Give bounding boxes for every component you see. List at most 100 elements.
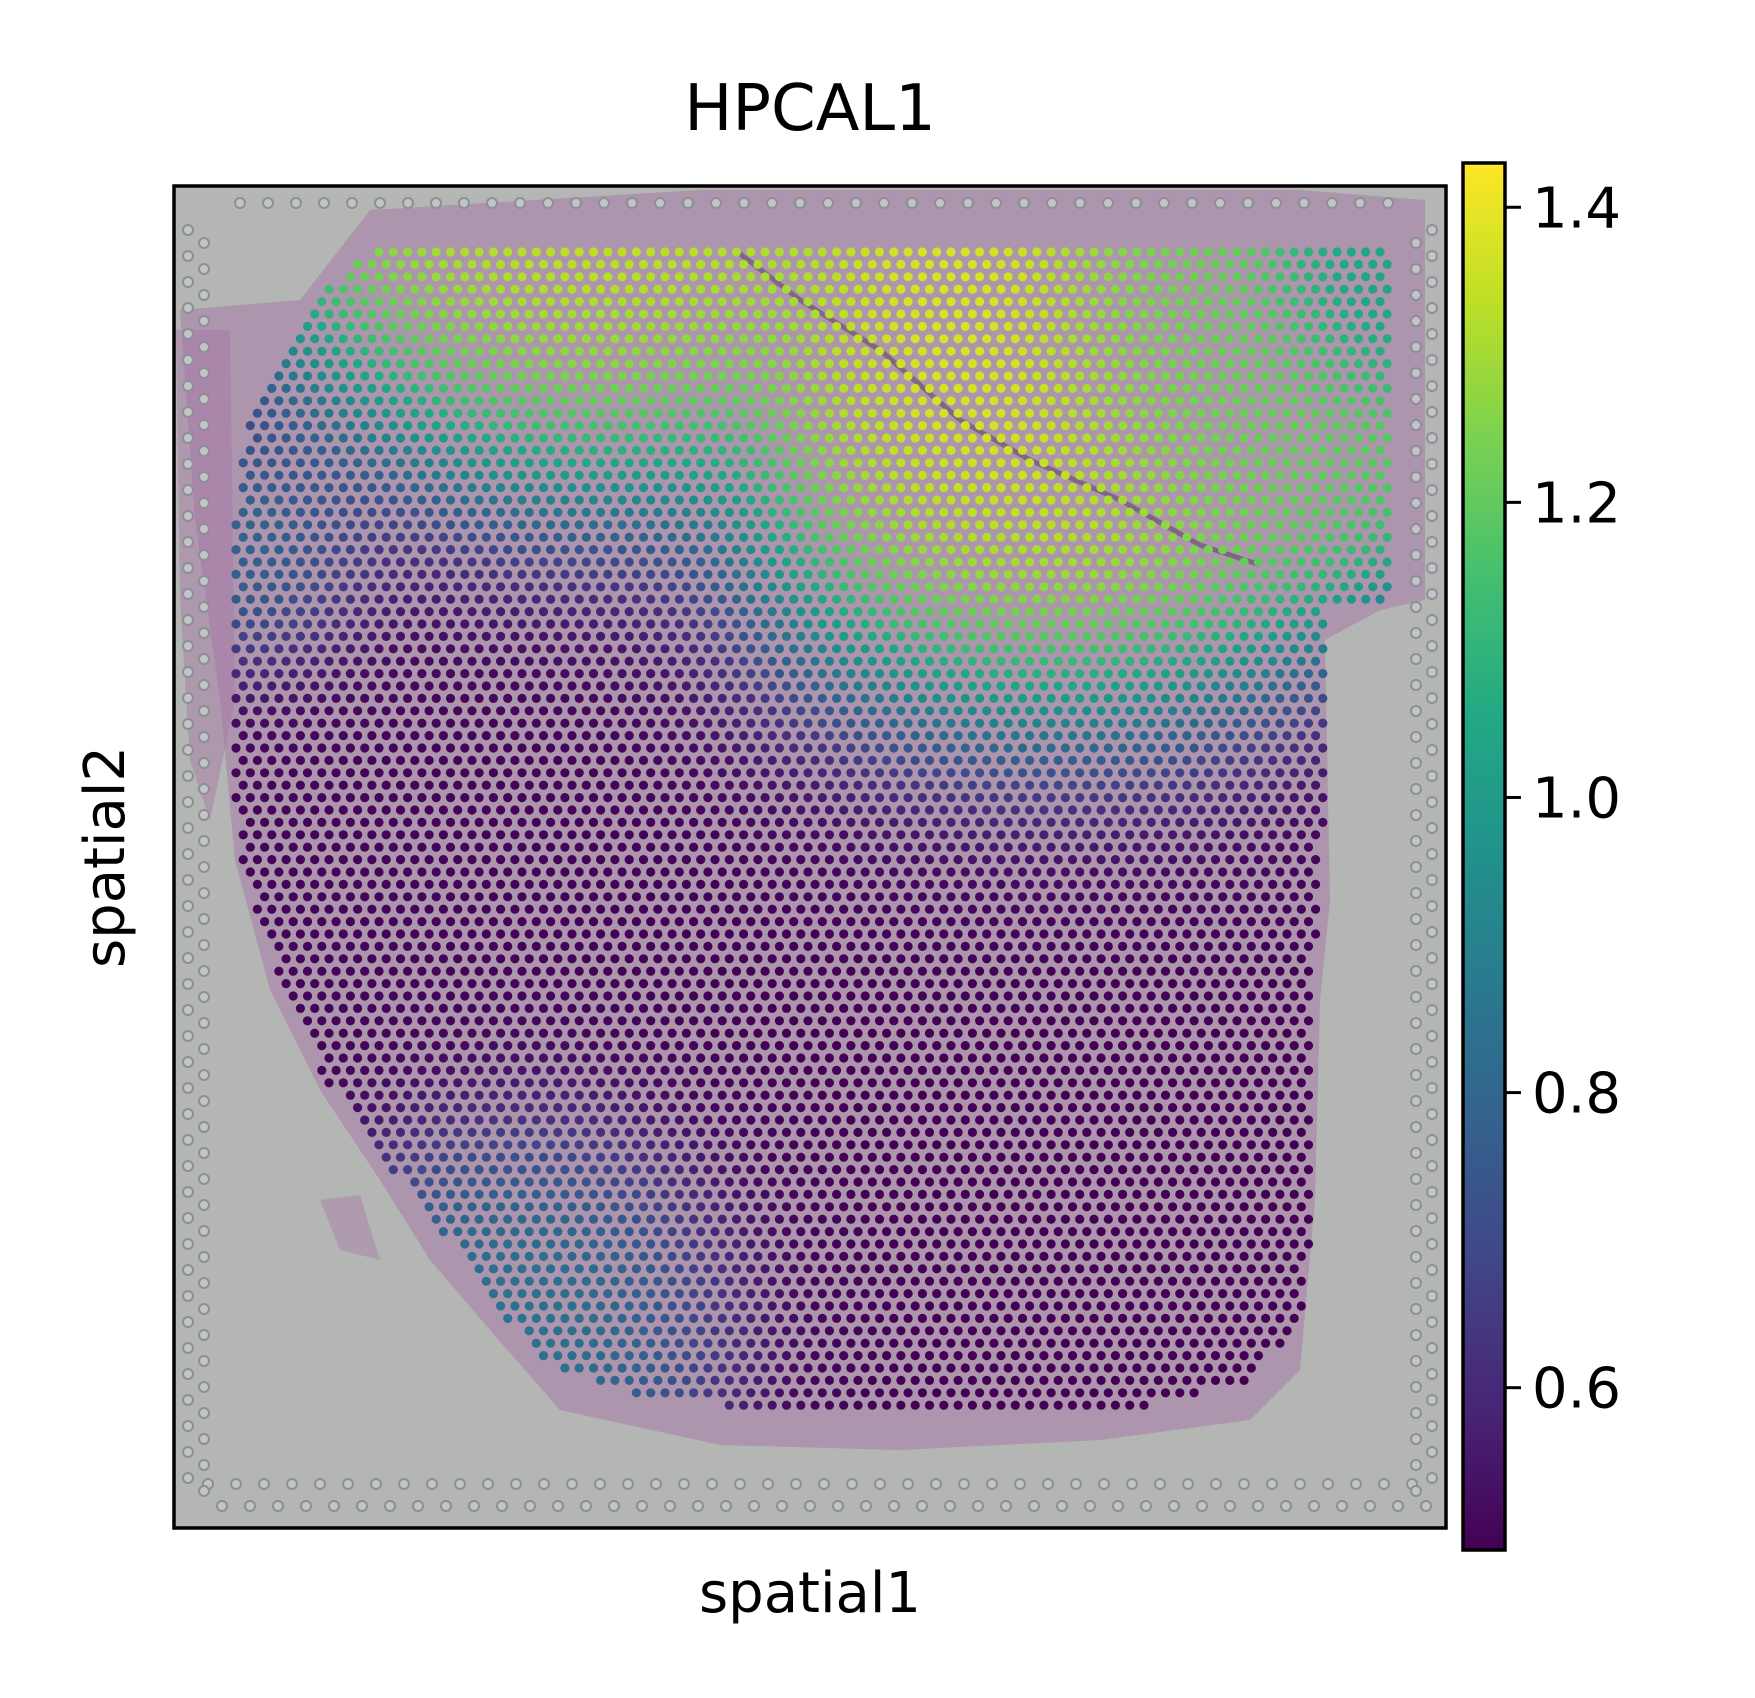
expression-spot	[1189, 569, 1199, 580]
expression-spot	[538, 607, 549, 617]
fiducial-marker	[902, 1478, 914, 1490]
expression-spot	[1210, 532, 1221, 542]
expression-spot	[760, 371, 770, 381]
expression-spot	[810, 979, 820, 989]
expression-spot	[960, 470, 970, 480]
expression-spot	[1046, 520, 1056, 530]
expression-spot	[238, 656, 248, 666]
fiducial-marker	[1410, 1251, 1422, 1263]
expression-spot	[274, 917, 284, 927]
expression-spot	[796, 656, 806, 666]
expression-spot	[1289, 867, 1299, 877]
expression-spot	[388, 693, 398, 704]
expression-spot	[1246, 569, 1256, 580]
fiducial-marker	[198, 887, 210, 899]
expression-spot	[717, 793, 727, 803]
expression-spot	[731, 247, 742, 257]
expression-spot	[1017, 445, 1028, 455]
expression-spot	[531, 594, 541, 604]
expression-spot	[624, 954, 634, 964]
fiducial-marker	[198, 757, 210, 769]
expression-spot	[631, 495, 642, 505]
expression-spot	[596, 631, 606, 642]
expression-spot	[1353, 557, 1364, 567]
expression-spot	[1203, 569, 1213, 580]
expression-spot	[1325, 359, 1335, 369]
expression-spot	[946, 371, 956, 381]
expression-spot	[417, 470, 427, 480]
expression-spot	[424, 483, 434, 493]
expression-spot	[1125, 929, 1135, 939]
expression-spot	[796, 483, 806, 493]
expression-spot	[1239, 631, 1249, 642]
expression-spot	[1275, 842, 1285, 852]
expression-spot	[453, 755, 463, 766]
expression-spot	[839, 408, 849, 418]
expression-spot	[896, 830, 906, 840]
expression-spot	[1225, 879, 1235, 890]
expression-spot	[453, 780, 463, 790]
expression-spot	[1289, 272, 1299, 282]
expression-spot	[360, 569, 370, 580]
expression-spot	[1325, 458, 1335, 468]
expression-spot	[374, 842, 384, 852]
expression-spot	[924, 855, 935, 865]
expression-spot	[1189, 941, 1199, 952]
expression-spot	[946, 867, 956, 877]
fiducial-marker	[1378, 1478, 1390, 1490]
expression-spot	[445, 669, 456, 679]
expression-spot	[1003, 297, 1013, 307]
expression-spot	[431, 619, 441, 629]
expression-spot	[445, 693, 456, 704]
expression-spot	[710, 284, 720, 294]
expression-spot	[603, 619, 613, 629]
expression-spot	[796, 582, 806, 592]
expression-spot	[295, 532, 305, 542]
expression-spot	[553, 359, 563, 369]
expression-spot	[1296, 780, 1306, 790]
fiducial-marker	[1410, 679, 1422, 691]
expression-spot	[345, 470, 355, 480]
expression-spot	[1103, 346, 1113, 356]
expression-spot	[581, 780, 591, 790]
expression-spot	[896, 631, 906, 642]
expression-spot	[839, 929, 849, 939]
expression-spot	[1189, 346, 1199, 356]
expression-spot	[810, 731, 820, 741]
expression-spot	[1153, 855, 1163, 865]
expression-spot	[424, 929, 434, 939]
expression-spot	[846, 396, 856, 406]
expression-spot	[653, 780, 663, 790]
expression-spot	[867, 408, 877, 418]
expression-spot	[824, 879, 835, 890]
expression-spot	[295, 904, 305, 914]
expression-spot	[1160, 966, 1171, 976]
expression-spot	[1032, 768, 1042, 778]
expression-spot	[1268, 681, 1278, 691]
expression-spot	[760, 545, 770, 555]
expression-spot	[1146, 768, 1156, 778]
fiducial-marker	[198, 367, 210, 379]
expression-spot	[1303, 743, 1314, 753]
expression-spot	[889, 272, 899, 282]
expression-spot	[760, 619, 770, 629]
expression-spot	[360, 892, 370, 902]
expression-spot	[631, 545, 642, 555]
expression-spot	[1296, 855, 1306, 865]
expression-spot	[689, 569, 699, 580]
expression-spot	[810, 929, 820, 939]
expression-spot	[917, 842, 928, 852]
expression-spot	[667, 830, 677, 840]
expression-spot	[1196, 334, 1206, 344]
expression-spot	[717, 346, 727, 356]
expression-spot	[989, 718, 999, 728]
expression-spot	[274, 594, 284, 604]
expression-spot	[403, 669, 413, 679]
expression-spot	[1153, 755, 1163, 766]
expression-spot	[267, 458, 277, 468]
expression-spot	[410, 483, 420, 493]
expression-spot	[302, 421, 313, 431]
expression-spot	[667, 507, 677, 517]
expression-spot	[646, 321, 656, 331]
expression-spot	[338, 681, 348, 691]
